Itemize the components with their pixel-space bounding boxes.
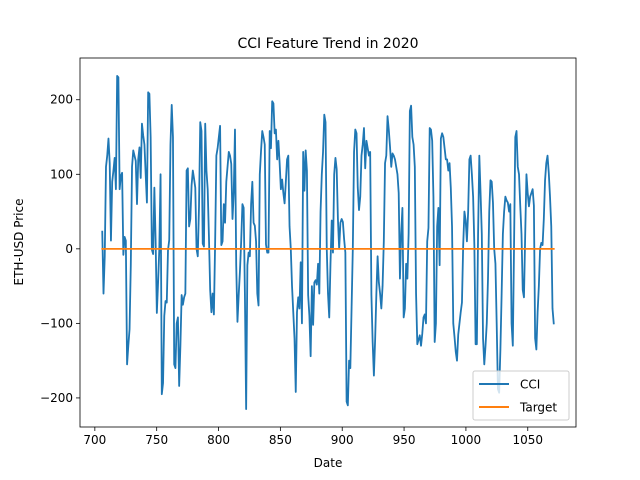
x-tick-label: 900 [331,433,354,447]
axes-frame [79,57,577,428]
legend-label-cci: CCI [520,378,540,392]
chart-title: CCI Feature Trend in 2020 [237,36,418,52]
y-tick-label: −200 [40,391,73,405]
y-axis: −200 −100 0 100 200 [40,93,80,405]
series-layer [101,74,555,411]
x-axis-label: Date [314,456,343,470]
plot-area [79,57,577,428]
x-tick-label: 850 [269,433,292,447]
x-tick-label: 1000 [451,433,482,447]
x-tick-label: 800 [207,433,230,447]
x-tick-label: 700 [83,433,106,447]
x-tick-label: 750 [145,433,168,447]
y-axis-label: ETH-USD Price [12,199,26,286]
y-tick-label: 200 [50,93,73,107]
y-tick-label: 0 [65,242,73,256]
x-tick-label: 950 [393,433,416,447]
legend: CCI Target [472,370,570,421]
legend-label-target: Target [519,401,557,415]
x-axis: 700 750 800 850 900 950 1000 1050 [83,427,543,447]
y-tick-label: −100 [40,316,73,330]
y-tick-label: 100 [50,167,73,181]
series-line-cci [101,74,555,411]
x-tick-label: 1050 [512,433,543,447]
